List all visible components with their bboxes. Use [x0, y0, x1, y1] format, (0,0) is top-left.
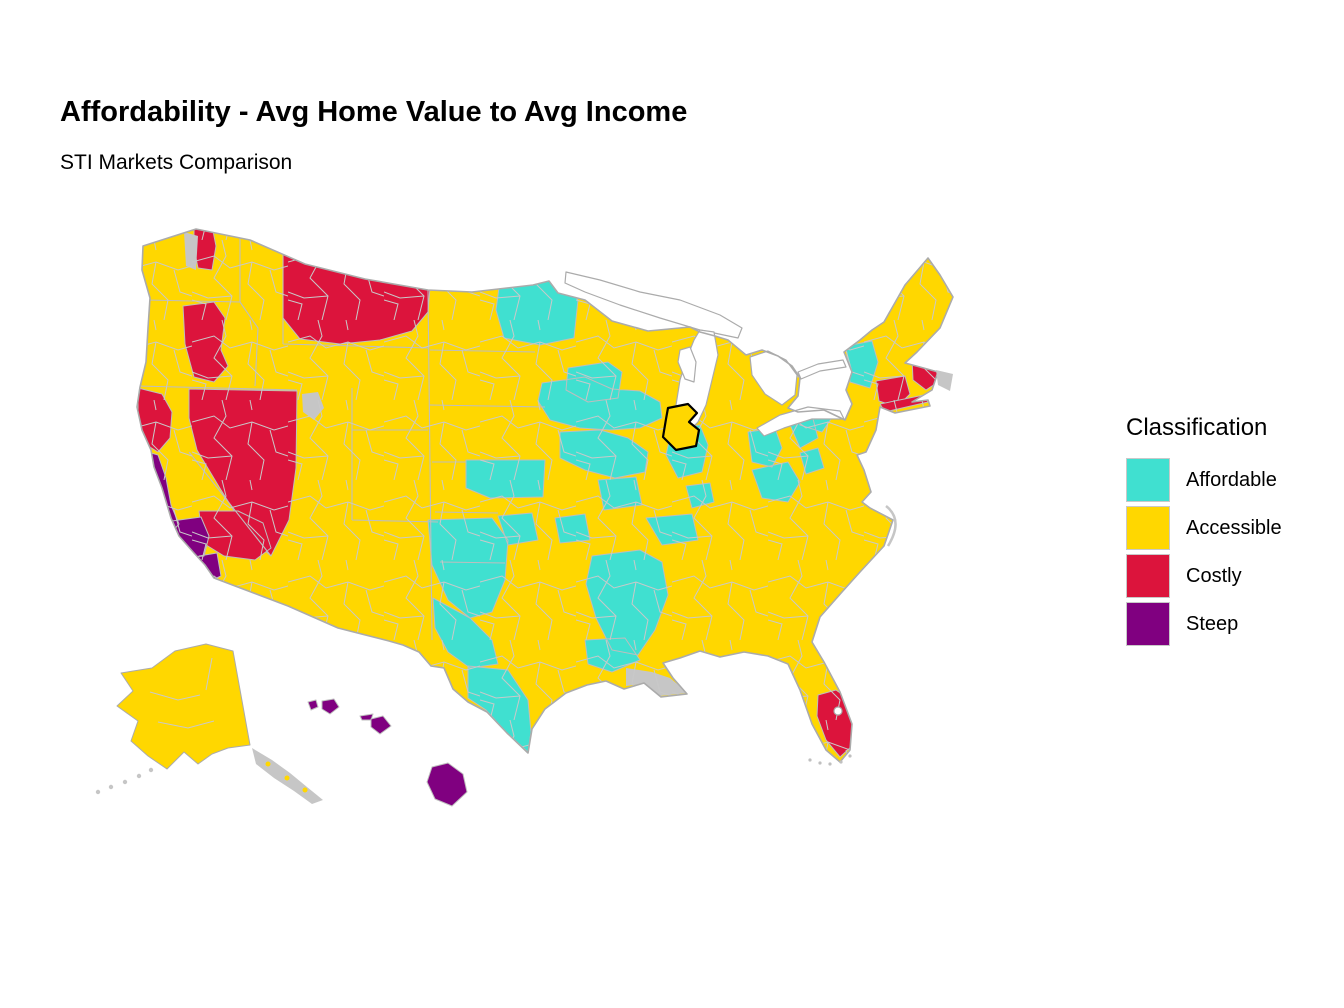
legend-item-steep: Steep — [1126, 602, 1282, 646]
market-boundaries-mesh — [137, 229, 953, 762]
alaska-panhandle-markets — [265, 761, 308, 793]
legend-swatch-affordable — [1126, 458, 1170, 502]
alaska-mainland — [116, 643, 251, 770]
legend-label-affordable: Affordable — [1186, 468, 1277, 491]
legend-label-costly: Costly — [1186, 564, 1242, 587]
alaska-rivers — [149, 657, 215, 729]
legend: Classification Affordable Accessible Costl… — [1126, 414, 1282, 650]
legend-item-accessible: Accessible — [1126, 506, 1282, 550]
chart-title: Affordability - Avg Home Value to Avg In… — [60, 96, 688, 128]
legend-label-steep: Steep — [1186, 612, 1239, 635]
highlighted-market-outline — [661, 402, 701, 452]
aleutian-islands — [95, 767, 154, 795]
steep-region-big-island — [426, 762, 468, 807]
lake-ontario — [797, 359, 847, 380]
legend-title: Classification — [1126, 414, 1268, 441]
legend-item-costly: Costly — [1126, 554, 1282, 598]
legend-items: Affordable Accessible Costly Steep — [1126, 458, 1282, 646]
nodata-florida-keys — [808, 754, 852, 766]
lake-okeechobee — [833, 706, 843, 716]
chart-subtitle: STI Markets Comparison — [60, 151, 293, 174]
coastal-fringe — [808, 370, 953, 766]
legend-swatch-steep — [1126, 602, 1170, 646]
legend-label-accessible: Accessible — [1186, 516, 1282, 539]
us-coastline — [136, 228, 954, 763]
legend-swatch-costly — [1126, 554, 1170, 598]
steep-region-maui — [370, 715, 392, 735]
green-bay — [677, 346, 697, 383]
lake-superior — [564, 271, 743, 339]
legend-swatch-accessible — [1126, 506, 1170, 550]
nodata-outer-banks — [885, 505, 897, 547]
steep-region-kauai — [307, 699, 319, 711]
nodata-cape-cod — [936, 370, 953, 391]
steep-region-oahu — [321, 698, 340, 715]
alaska — [95, 643, 323, 804]
legend-item-affordable: Affordable — [1126, 458, 1282, 502]
hawaii-islands — [307, 698, 468, 807]
